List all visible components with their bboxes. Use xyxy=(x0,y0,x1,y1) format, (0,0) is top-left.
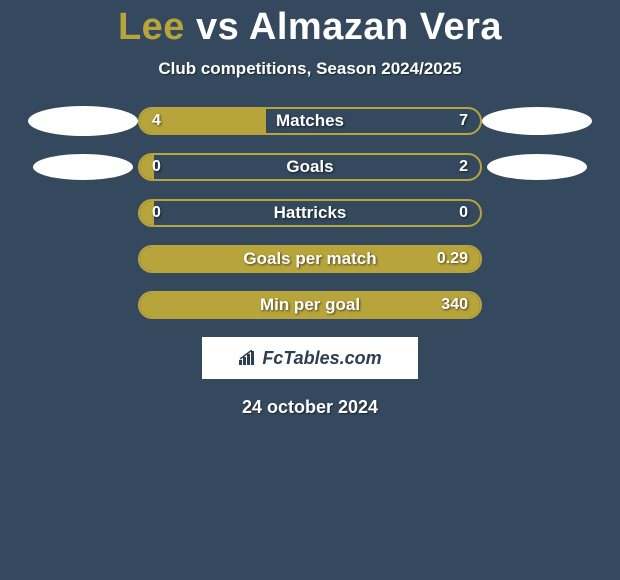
stat-label: Goals xyxy=(140,157,480,177)
flag-left xyxy=(28,106,138,136)
stat-right-value: 7 xyxy=(459,112,468,130)
flag-ellipse-left xyxy=(33,154,133,180)
brand-label: FcTables.com xyxy=(262,348,381,369)
stat-label: Min per goal xyxy=(140,295,480,315)
stat-bar: 4 Matches 7 xyxy=(138,107,482,135)
stat-row: Goals per match 0.29 xyxy=(0,245,620,273)
flag-ellipse-right xyxy=(487,154,587,180)
stat-bar: 0 Goals 2 xyxy=(138,153,482,181)
stat-label: Matches xyxy=(140,111,480,131)
stat-right-value: 0 xyxy=(459,204,468,222)
stat-row: 0 Goals 2 xyxy=(0,153,620,181)
stats-rows: 4 Matches 7 0 Goals 2 0 Hattricks 0 xyxy=(0,107,620,319)
vs-text: vs xyxy=(196,6,239,48)
stat-bar: Min per goal 340 xyxy=(138,291,482,319)
stat-right-value: 340 xyxy=(441,296,468,314)
flag-left xyxy=(28,154,138,180)
brand-text: FcTables.com xyxy=(238,348,381,369)
brand-box: FcTables.com xyxy=(202,337,418,379)
subtitle: Club competitions, Season 2024/2025 xyxy=(0,59,620,79)
chart-icon xyxy=(238,350,258,366)
stat-right-value: 0.29 xyxy=(437,250,468,268)
stat-label: Hattricks xyxy=(140,203,480,223)
stat-bar: 0 Hattricks 0 xyxy=(138,199,482,227)
flag-right xyxy=(482,107,592,135)
player1-name: Lee xyxy=(118,6,185,48)
stat-row: 0 Hattricks 0 xyxy=(0,199,620,227)
player2-name: Almazan Vera xyxy=(249,6,502,48)
stat-right-value: 2 xyxy=(459,158,468,176)
flag-right xyxy=(482,154,592,180)
date-text: 24 october 2024 xyxy=(0,397,620,418)
stat-bar: Goals per match 0.29 xyxy=(138,245,482,273)
stat-row: Min per goal 340 xyxy=(0,291,620,319)
stat-label: Goals per match xyxy=(140,249,480,269)
flag-ellipse-left xyxy=(28,106,138,136)
flag-ellipse-right xyxy=(482,107,592,135)
stat-row: 4 Matches 7 xyxy=(0,107,620,135)
page-title: Lee vs Almazan Vera xyxy=(0,0,620,49)
